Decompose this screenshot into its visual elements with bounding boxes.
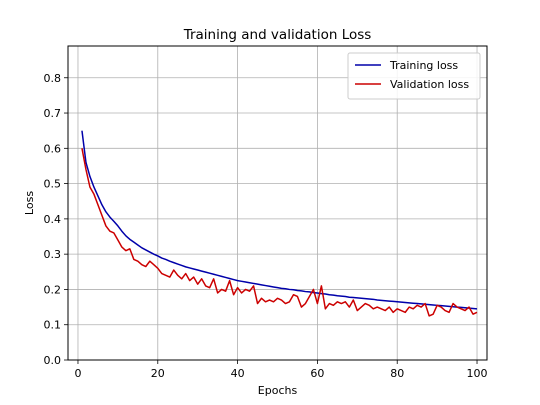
series-line-validation-loss (81, 148, 478, 317)
series-layer (81, 130, 478, 317)
legend-label: Training loss (389, 59, 458, 72)
y-tick-label: 0.5 (44, 178, 62, 191)
y-tick-label: 0.8 (44, 72, 62, 85)
ticks: 0 20 40 60 80 100 0.0 0.1 0.2 0.3 0.4 0.5 0.6 0.7 0.8 (44, 72, 488, 380)
y-axis-label: Loss (23, 191, 36, 215)
axes-frame (67, 45, 488, 361)
x-tick-label: 80 (390, 367, 404, 380)
series-line-training-loss (81, 130, 478, 310)
x-axis-label: Epochs (258, 384, 298, 397)
legend: Training loss Validation loss (347, 52, 481, 100)
x-tick-label: 20 (151, 367, 165, 380)
y-tick-label: 0.4 (44, 213, 62, 226)
x-tick-label: 40 (231, 367, 245, 380)
y-tick-label: 0.7 (44, 107, 62, 120)
y-tick-label: 0.2 (44, 283, 62, 296)
y-tick-label: 0.0 (44, 354, 62, 367)
y-tick-label: 0.1 (44, 319, 62, 332)
x-tick-label: 60 (310, 367, 324, 380)
x-tick-label: 0 (74, 367, 81, 380)
chart-title: Training and validation Loss (183, 27, 372, 43)
y-tick-label: 0.6 (44, 142, 62, 155)
x-tick-label: 100 (467, 367, 488, 380)
y-tick-label: 0.3 (44, 248, 62, 261)
legend-label: Validation loss (390, 78, 469, 91)
